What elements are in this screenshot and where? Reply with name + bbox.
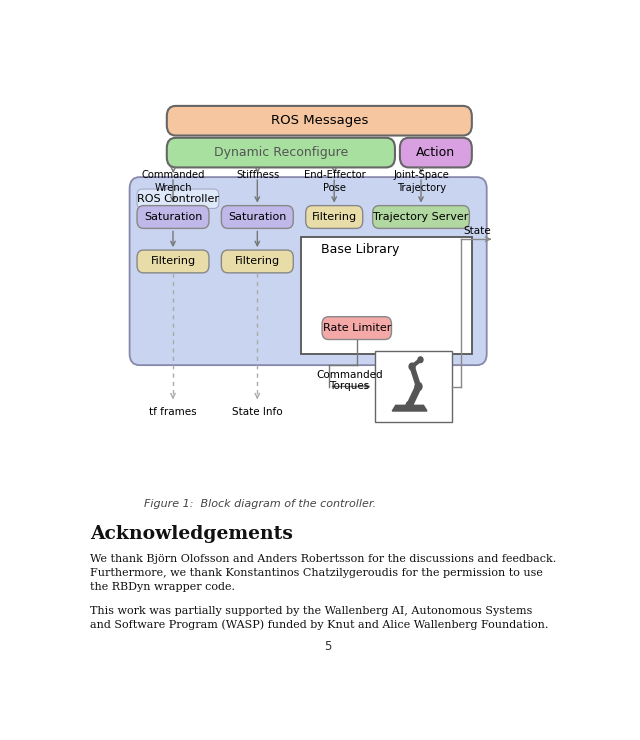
FancyBboxPatch shape (137, 206, 209, 229)
FancyBboxPatch shape (167, 106, 472, 135)
FancyBboxPatch shape (221, 250, 293, 273)
Text: ROS Messages: ROS Messages (271, 114, 368, 127)
Text: Dynamic Reconfigure: Dynamic Reconfigure (214, 146, 348, 159)
Bar (301, 237, 472, 354)
FancyBboxPatch shape (306, 206, 363, 229)
FancyBboxPatch shape (167, 138, 395, 167)
Text: Saturation: Saturation (228, 212, 287, 222)
FancyBboxPatch shape (221, 206, 293, 229)
Circle shape (418, 357, 423, 363)
Circle shape (415, 383, 422, 391)
Text: We thank Björn Olofsson and Anders Robertsson for the discussions and feedback.
: We thank Björn Olofsson and Anders Rober… (90, 554, 556, 591)
Text: Acknowledgements: Acknowledgements (90, 525, 292, 542)
Text: State: State (463, 226, 491, 236)
Text: tf frames: tf frames (149, 407, 197, 417)
Text: State Info: State Info (232, 407, 283, 417)
FancyBboxPatch shape (137, 250, 209, 273)
Text: Figure 1:  Block diagram of the controller.: Figure 1: Block diagram of the controlle… (145, 499, 376, 509)
Text: Filtering: Filtering (235, 257, 280, 266)
Text: Commanded
Wrench: Commanded Wrench (141, 170, 205, 192)
Text: Base Library: Base Library (321, 243, 399, 256)
Text: Trajectory Server: Trajectory Server (373, 212, 468, 222)
Text: Action: Action (416, 146, 456, 159)
Text: End-Effector
Pose: End-Effector Pose (303, 170, 365, 192)
Text: 5: 5 (324, 640, 332, 653)
Text: Saturation: Saturation (144, 212, 202, 222)
Text: Stiffness: Stiffness (236, 170, 279, 181)
Text: Rate Limiter: Rate Limiter (323, 323, 391, 333)
FancyBboxPatch shape (129, 177, 486, 365)
Text: Commanded
Torques: Commanded Torques (316, 370, 383, 391)
FancyBboxPatch shape (137, 189, 219, 209)
FancyBboxPatch shape (400, 138, 472, 167)
Polygon shape (392, 406, 427, 411)
Circle shape (409, 363, 415, 370)
Bar (375, 351, 452, 422)
Text: ROS Controller: ROS Controller (137, 194, 220, 204)
Circle shape (406, 401, 413, 409)
FancyBboxPatch shape (372, 206, 469, 229)
Text: Filtering: Filtering (150, 257, 196, 266)
FancyBboxPatch shape (322, 317, 392, 340)
Text: Filtering: Filtering (312, 212, 356, 222)
Text: This work was partially supported by the Wallenberg AI, Autonomous Systems
and S: This work was partially supported by the… (90, 605, 548, 630)
Text: Joint-Space
Trajectory: Joint-Space Trajectory (394, 170, 449, 192)
